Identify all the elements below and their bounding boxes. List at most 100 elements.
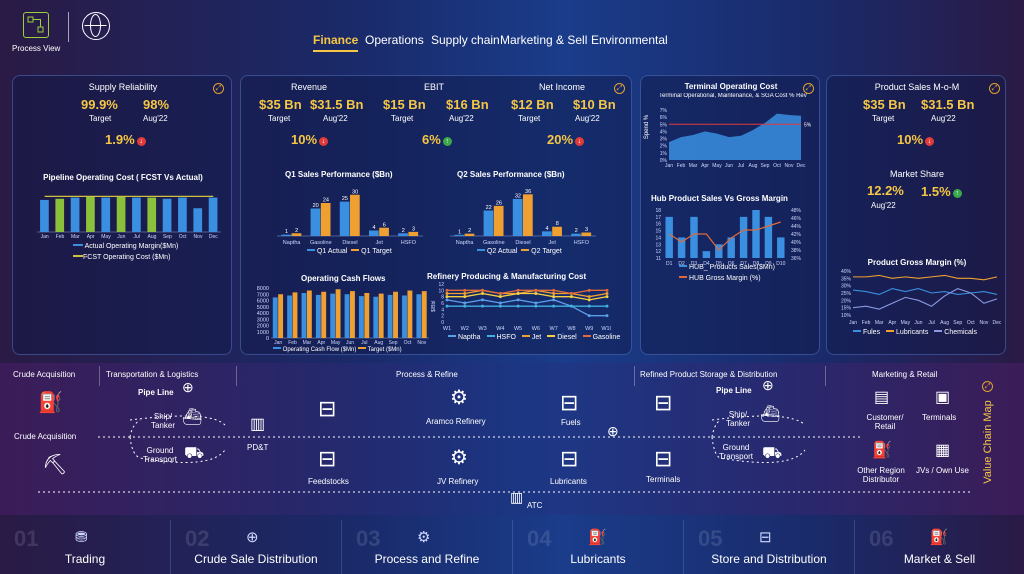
finance-panel: ⤢ Revenue EBIT Net Income $35 Bn $31.5 B… (240, 75, 632, 355)
building-icon: ▥ (250, 416, 266, 433)
data-label: 2 (468, 228, 471, 234)
y-tick-label: 13 (655, 242, 661, 248)
ebit-title: EBIT (424, 82, 445, 92)
nav-crude-sale[interactable]: 02 ⊕ Crude Sale Distribution (171, 520, 342, 574)
series-line (447, 289, 607, 295)
data-point (445, 292, 449, 295)
nav-trading[interactable]: 01 ⛃ Trading (0, 520, 171, 574)
nav-num: 04 (527, 526, 552, 551)
legend-item: Jet (521, 334, 541, 341)
ebit-delta: 6% (422, 132, 441, 147)
data-label: 25 (342, 196, 348, 202)
y-tick-label: 7000 (257, 292, 269, 298)
expand-icon[interactable]: ⤢ (213, 83, 224, 94)
q2-chart: 1 2 Naptha 22 26 Gasoline 32 36 Diesel 4 8 Jet 2 3 HSF… (450, 189, 596, 246)
x-tick-label: Mar (303, 340, 312, 346)
x-tick-label: Jun (346, 340, 354, 346)
refinery-title: Refinery Producing & Manufacturing Cost (427, 272, 587, 281)
q2-legend-2: Q2 Target (531, 248, 562, 255)
divider (99, 366, 100, 386)
supply-v1: 99.9% (81, 97, 118, 112)
value-chain-band (0, 363, 1024, 515)
globe-icon[interactable] (82, 12, 110, 40)
bar (665, 216, 673, 258)
q1-title: Q1 Sales Performance ($Bn) (285, 170, 393, 179)
x-tick-label: Mar (689, 163, 698, 168)
bar (677, 237, 686, 258)
vc-expand-icon[interactable]: ⤢ (982, 381, 993, 392)
bar (281, 234, 292, 236)
x-tick-label: HSFO (574, 240, 590, 246)
expand-icon[interactable]: ⤢ (989, 83, 1000, 94)
nav-lubricants[interactable]: 04 ⛽ Lubricants (513, 520, 684, 574)
ps-v1: $35 Bn (863, 97, 906, 112)
data-point (587, 314, 591, 318)
x-tick-label: Jul (738, 163, 744, 168)
bar (387, 294, 393, 338)
x-tick-label: D3 (691, 261, 698, 266)
revenue-title: Revenue (291, 82, 328, 92)
nav-store-distribution[interactable]: 05 ⊟ Store and Distribution (684, 520, 855, 574)
bar (315, 294, 321, 338)
x-tick-label: D7 (740, 261, 747, 266)
bar (373, 296, 379, 338)
tab-supply-chain[interactable]: Supply chain (431, 33, 500, 47)
data-point (481, 298, 485, 302)
up-arrow-icon: ↑ (952, 189, 962, 198)
y-tick-label: 4% (660, 129, 668, 135)
bar (379, 227, 389, 236)
supply-delta: 1.9% (105, 132, 135, 147)
y-tick-label: 35% (841, 276, 852, 282)
x-tick-label: HSFO (401, 240, 417, 246)
x-tick-label: Mar (875, 320, 884, 325)
expand-icon[interactable]: ⤢ (614, 83, 625, 94)
data-point (445, 288, 449, 292)
nav-num: 03 (356, 526, 381, 551)
divider (634, 366, 635, 386)
bar (339, 201, 350, 236)
y-tick-label: 3% (660, 137, 668, 143)
bar (86, 196, 95, 232)
tab-environmental[interactable]: Environmental (591, 33, 668, 47)
tab-finance[interactable]: Finance (313, 33, 359, 52)
y-tick-label: 6% (660, 115, 668, 121)
nav-process-refine[interactable]: 03 ⚙ Process and Refine (342, 520, 513, 574)
data-point (516, 288, 520, 292)
x-tick-label: Feb (288, 340, 297, 346)
down-arrow-icon: ↓ (575, 137, 585, 146)
bar (330, 293, 336, 338)
x-tick-label: Jan (849, 320, 857, 325)
tab-marketing[interactable]: Marketing & Sell (500, 33, 588, 47)
product-sales-title: Product Sales M-o-M (874, 82, 960, 92)
vc-ground-transport-2: Ground Transport (719, 443, 753, 461)
q2-legend-1: Q2 Actual (486, 248, 518, 255)
bar (292, 292, 298, 338)
tab-operations[interactable]: Operations (365, 33, 424, 47)
process-view-icon[interactable] (23, 12, 49, 38)
ocf-legend-2: Target ($Mn) (367, 347, 402, 353)
data-point (552, 298, 556, 302)
y-tick-label: 10 (438, 288, 444, 294)
vc-pipe-line-2: Pipe Line (716, 386, 752, 395)
data-point (498, 295, 502, 299)
expand-icon[interactable]: ⤢ (803, 83, 814, 94)
bar (752, 210, 760, 258)
down-arrow-icon: ↓ (925, 137, 935, 146)
bar (320, 203, 331, 236)
nav-label: Process and Refine (374, 552, 480, 566)
x-tick-label: Feb (677, 163, 686, 168)
nav-market-sell[interactable]: 06 ⛽ Market & Sell (855, 520, 1024, 574)
x-tick-label: W5 (514, 326, 522, 332)
nav-label: Market & Sell (903, 552, 976, 566)
y-tick-label: 0 (441, 320, 444, 326)
data-label: 4 (546, 226, 549, 232)
supply-l2: Aug'22 (143, 114, 168, 123)
data-point (534, 301, 538, 305)
divider (68, 12, 69, 42)
bar (493, 205, 504, 236)
series-line (447, 292, 608, 301)
y-tick-label: 4000 (257, 311, 269, 317)
data-point (605, 304, 609, 308)
x-tick-label: Diesel (342, 240, 357, 246)
oil-can-icon: ⛽ (588, 529, 607, 546)
